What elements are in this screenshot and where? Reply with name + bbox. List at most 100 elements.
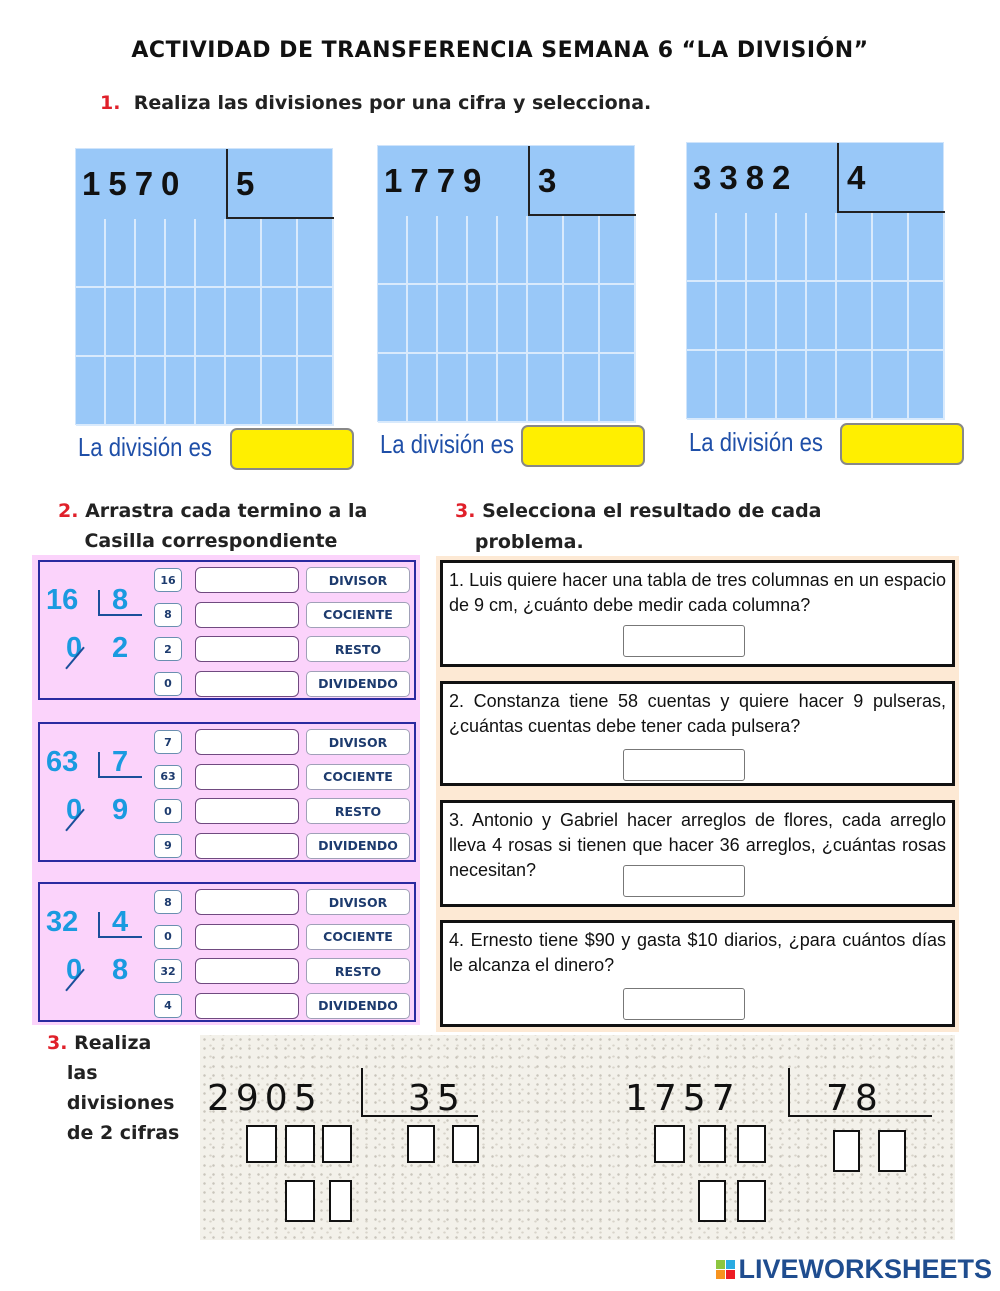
grid-cell[interactable] — [777, 213, 807, 282]
draggable-term[interactable]: COCIENTE — [306, 601, 410, 628]
draggable-term[interactable]: RESTO — [306, 636, 410, 662]
grid-cell[interactable] — [196, 288, 226, 357]
grid-cell[interactable] — [873, 282, 909, 351]
grid-cell[interactable] — [106, 357, 136, 426]
drop-target[interactable] — [195, 670, 299, 697]
grid-cell[interactable] — [136, 288, 166, 357]
grid-cell[interactable] — [747, 351, 777, 420]
drop-target[interactable] — [195, 601, 299, 628]
draggable-term[interactable]: DIVIDENDO — [306, 992, 410, 1019]
digit-answer-box[interactable] — [322, 1125, 352, 1163]
digit-answer-box[interactable] — [878, 1130, 906, 1172]
grid-cell[interactable] — [468, 285, 498, 354]
grid-cell[interactable] — [262, 288, 298, 357]
result-select[interactable] — [840, 423, 964, 465]
grid-cell[interactable] — [909, 213, 945, 282]
result-select[interactable] — [230, 428, 354, 470]
grid-cell[interactable] — [600, 285, 636, 354]
grid-cell[interactable] — [873, 213, 909, 282]
draggable-term[interactable]: DIVIDENDO — [306, 670, 410, 697]
grid-cell[interactable] — [226, 288, 262, 357]
grid-cell[interactable] — [408, 354, 438, 423]
grid-cell[interactable] — [378, 285, 408, 354]
grid-cell[interactable] — [528, 354, 564, 423]
draggable-term[interactable]: DIVIDENDO — [306, 832, 410, 859]
drop-target[interactable] — [195, 889, 299, 915]
answer-select[interactable] — [623, 625, 745, 657]
draggable-term[interactable]: RESTO — [306, 798, 410, 824]
drop-target[interactable] — [195, 958, 299, 984]
digit-answer-box[interactable] — [833, 1130, 860, 1172]
grid-cell[interactable] — [498, 285, 528, 354]
drop-target[interactable] — [195, 636, 299, 662]
drop-target[interactable] — [195, 729, 299, 755]
grid-cell[interactable] — [136, 357, 166, 426]
grid-cell[interactable] — [166, 357, 196, 426]
grid-cell[interactable] — [837, 351, 873, 420]
grid-cell[interactable] — [498, 354, 528, 423]
grid-cell[interactable] — [717, 282, 747, 351]
answer-select[interactable] — [623, 865, 745, 897]
grid-cell[interactable] — [687, 213, 717, 282]
grid-cell[interactable] — [408, 285, 438, 354]
draggable-term[interactable]: RESTO — [306, 958, 410, 984]
drop-target[interactable] — [195, 923, 299, 950]
grid-cell[interactable] — [76, 288, 106, 357]
grid-cell[interactable] — [564, 216, 600, 285]
grid-cell[interactable] — [106, 219, 136, 288]
grid-cell[interactable] — [717, 351, 747, 420]
draggable-term[interactable]: DIVISOR — [306, 889, 410, 915]
answer-select[interactable] — [623, 749, 745, 781]
grid-cell[interactable] — [687, 351, 717, 420]
grid-cell[interactable] — [600, 216, 636, 285]
grid-cell[interactable] — [438, 216, 468, 285]
drop-target[interactable] — [195, 567, 299, 593]
grid-cell[interactable] — [438, 285, 468, 354]
digit-answer-box[interactable] — [654, 1125, 685, 1163]
grid-cell[interactable] — [717, 213, 747, 282]
grid-cell[interactable] — [747, 213, 777, 282]
grid-cell[interactable] — [600, 354, 636, 423]
grid-cell[interactable] — [298, 288, 334, 357]
grid-cell[interactable] — [76, 219, 106, 288]
digit-answer-box[interactable] — [285, 1125, 315, 1163]
grid-cell[interactable] — [528, 285, 564, 354]
digit-answer-box[interactable] — [285, 1180, 315, 1222]
digit-answer-box[interactable] — [452, 1125, 479, 1163]
grid-cell[interactable] — [747, 282, 777, 351]
grid-cell[interactable] — [106, 288, 136, 357]
grid-cell[interactable] — [468, 216, 498, 285]
grid-cell[interactable] — [498, 216, 528, 285]
draggable-term[interactable]: DIVISOR — [306, 729, 410, 755]
digit-answer-box[interactable] — [246, 1125, 277, 1163]
grid-cell[interactable] — [909, 351, 945, 420]
draggable-term[interactable]: COCIENTE — [306, 923, 410, 950]
digit-answer-box[interactable] — [329, 1180, 352, 1222]
answer-select[interactable] — [623, 988, 745, 1020]
grid-cell[interactable] — [438, 354, 468, 423]
grid-cell[interactable] — [564, 285, 600, 354]
grid-cell[interactable] — [196, 357, 226, 426]
draggable-term[interactable]: DIVISOR — [306, 567, 410, 593]
grid-cell[interactable] — [298, 357, 334, 426]
grid-cell[interactable] — [777, 351, 807, 420]
grid-cell[interactable] — [909, 282, 945, 351]
digit-answer-box[interactable] — [698, 1180, 726, 1222]
grid-cell[interactable] — [564, 354, 600, 423]
drop-target[interactable] — [195, 832, 299, 859]
grid-cell[interactable] — [226, 219, 262, 288]
grid-cell[interactable] — [837, 213, 873, 282]
digit-answer-box[interactable] — [698, 1125, 726, 1163]
drop-target[interactable] — [195, 992, 299, 1019]
grid-cell[interactable] — [262, 219, 298, 288]
grid-cell[interactable] — [196, 219, 226, 288]
drop-target[interactable] — [195, 763, 299, 790]
grid-cell[interactable] — [298, 219, 334, 288]
digit-answer-box[interactable] — [737, 1125, 766, 1163]
digit-answer-box[interactable] — [407, 1125, 435, 1163]
grid-cell[interactable] — [166, 219, 196, 288]
draggable-term[interactable]: COCIENTE — [306, 763, 410, 790]
grid-cell[interactable] — [687, 282, 717, 351]
grid-cell[interactable] — [76, 357, 106, 426]
grid-cell[interactable] — [807, 282, 837, 351]
